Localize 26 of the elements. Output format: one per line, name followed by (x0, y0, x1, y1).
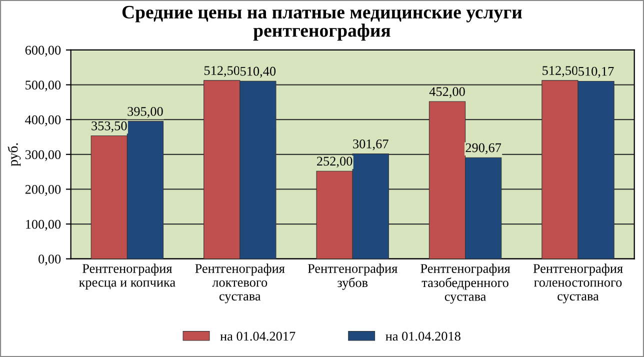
y-tick-label: 300,00 (25, 150, 61, 162)
x-tick-label: Рентгенография кресца и копчика (79, 264, 176, 290)
data-label: 353,50 (92, 121, 127, 132)
data-label: 512,50 (542, 66, 578, 77)
data-label: 510,40 (240, 66, 276, 78)
data-label: 252,00 (316, 156, 352, 168)
x-tick-label: Рентгенография тазобедренного сустава (420, 264, 510, 304)
y-axis-title: руб. (8, 143, 21, 166)
y-tick-label: 600,00 (25, 46, 61, 57)
x-tick-label: Рентгенография зубов (308, 264, 398, 290)
y-tick-label: 100,00 (26, 220, 61, 231)
data-label: 301,67 (353, 139, 388, 150)
y-tick-label: 400,00 (25, 115, 61, 126)
data-label: 452,00 (429, 87, 465, 98)
y-tick-label: 500,00 (26, 80, 61, 92)
legend-label: на 01.04.2017 (220, 332, 296, 341)
data-label: 290,67 (466, 143, 502, 154)
data-label: 510,17 (578, 66, 614, 78)
chart-title: Средние цены на платные медицинские услуги рентгенография (122, 6, 522, 41)
data-label: 512,50 (204, 66, 240, 77)
x-tick-label: Рентгенография локтевого сустава (195, 264, 285, 304)
y-tick-label: 0,00 (38, 254, 61, 266)
legend-label: на 01.04.2018 (386, 332, 460, 341)
y-tick-label: 200,00 (25, 185, 61, 196)
data-label: 395,00 (128, 106, 163, 118)
x-tick-label: Рентгенография голеностопного сустава (533, 264, 623, 304)
